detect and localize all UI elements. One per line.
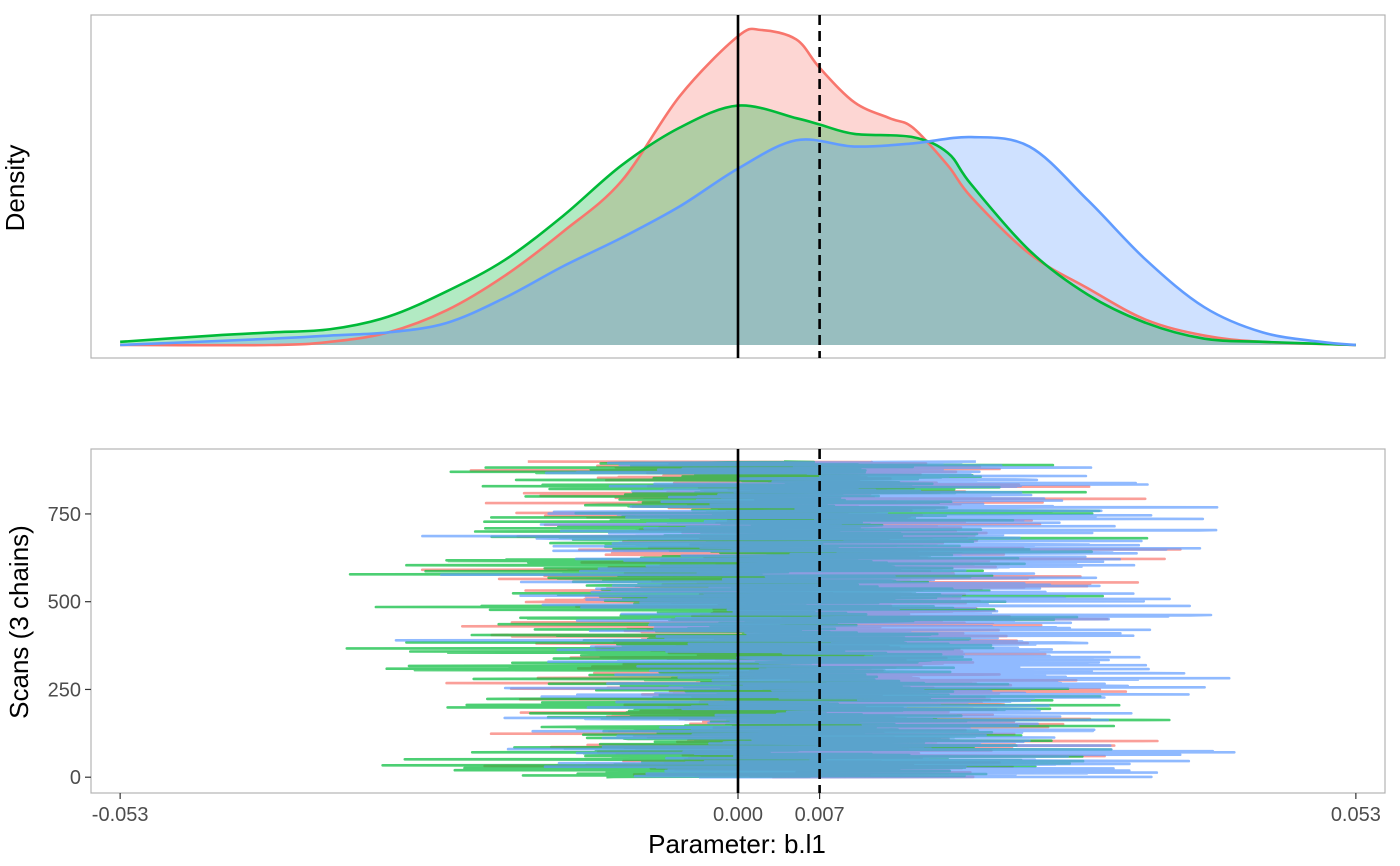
density-line-chain-2: [120, 104, 1356, 347]
y-tick-label: 750: [48, 504, 81, 526]
trace-y-ticks: 0 250 500 750: [48, 504, 91, 789]
x-tick-label: 0.007: [795, 804, 845, 826]
trace-panel: 0 250 500 750 -0.053 0.000 0.007 0.053 Scans (…: [4, 448, 1386, 859]
y-tick-label: 0: [70, 767, 81, 789]
x-tick-label: 0.000: [713, 804, 763, 826]
x-tick-label: 0.053: [1331, 804, 1381, 826]
density-panel: Density: [0, 14, 1386, 359]
density-lines: [120, 27, 1356, 347]
x-tick-label: -0.053: [92, 804, 149, 826]
trace-x-ticks: -0.053 0.000 0.007 0.053: [92, 793, 1381, 826]
y-tick-label: 500: [48, 592, 81, 614]
trace-reference-lines: [736, 449, 821, 793]
trace-y-axis-title: Scans (3 chains): [4, 525, 34, 719]
trace-line-chain-3: [394, 460, 1236, 779]
y-tick-label: 250: [48, 679, 81, 701]
density-y-axis-title: Density: [0, 145, 30, 232]
density-line-chain-3: [120, 135, 1356, 347]
density-reference-lines: [736, 15, 821, 358]
trace-lines: [345, 460, 1236, 779]
trace-x-axis-title: Parameter: b.l1: [648, 829, 826, 859]
density-line-chain-1: [120, 27, 1356, 347]
